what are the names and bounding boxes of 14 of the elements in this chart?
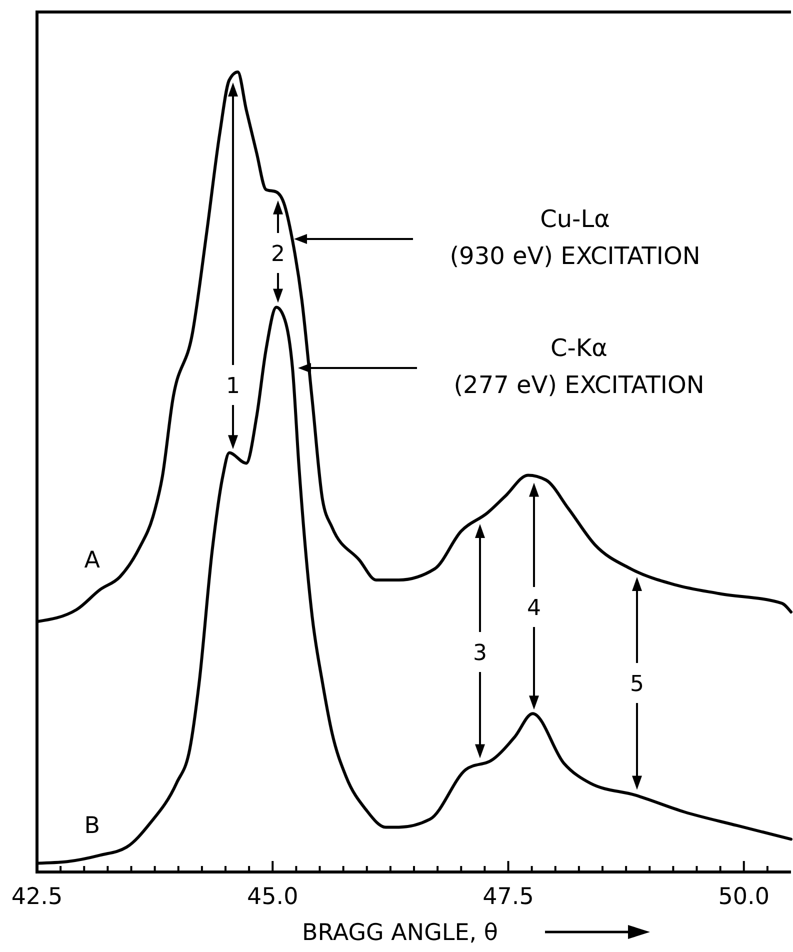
x-axis-title: BRAGG ANGLE, θ — [302, 920, 498, 946]
annotation: C-Kα (277 eV) EXCITATION — [454, 334, 704, 399]
series-label: A — [84, 548, 100, 574]
annotation: 1 — [226, 374, 240, 399]
annotation: 2 — [271, 242, 285, 267]
x-tick-label: 45.0 — [247, 884, 298, 910]
annotation: 5 — [630, 672, 644, 697]
annotation: Cu-Lα (930 eV) EXCITATION — [450, 205, 700, 270]
x-tick-label: 47.5 — [482, 884, 534, 910]
x-tick-label: 42.5 — [11, 884, 63, 910]
x-tick-label: 50.0 — [718, 884, 770, 910]
series-label: B — [84, 813, 100, 840]
annotation: 3 — [473, 641, 487, 666]
annotation: 4 — [527, 596, 541, 621]
